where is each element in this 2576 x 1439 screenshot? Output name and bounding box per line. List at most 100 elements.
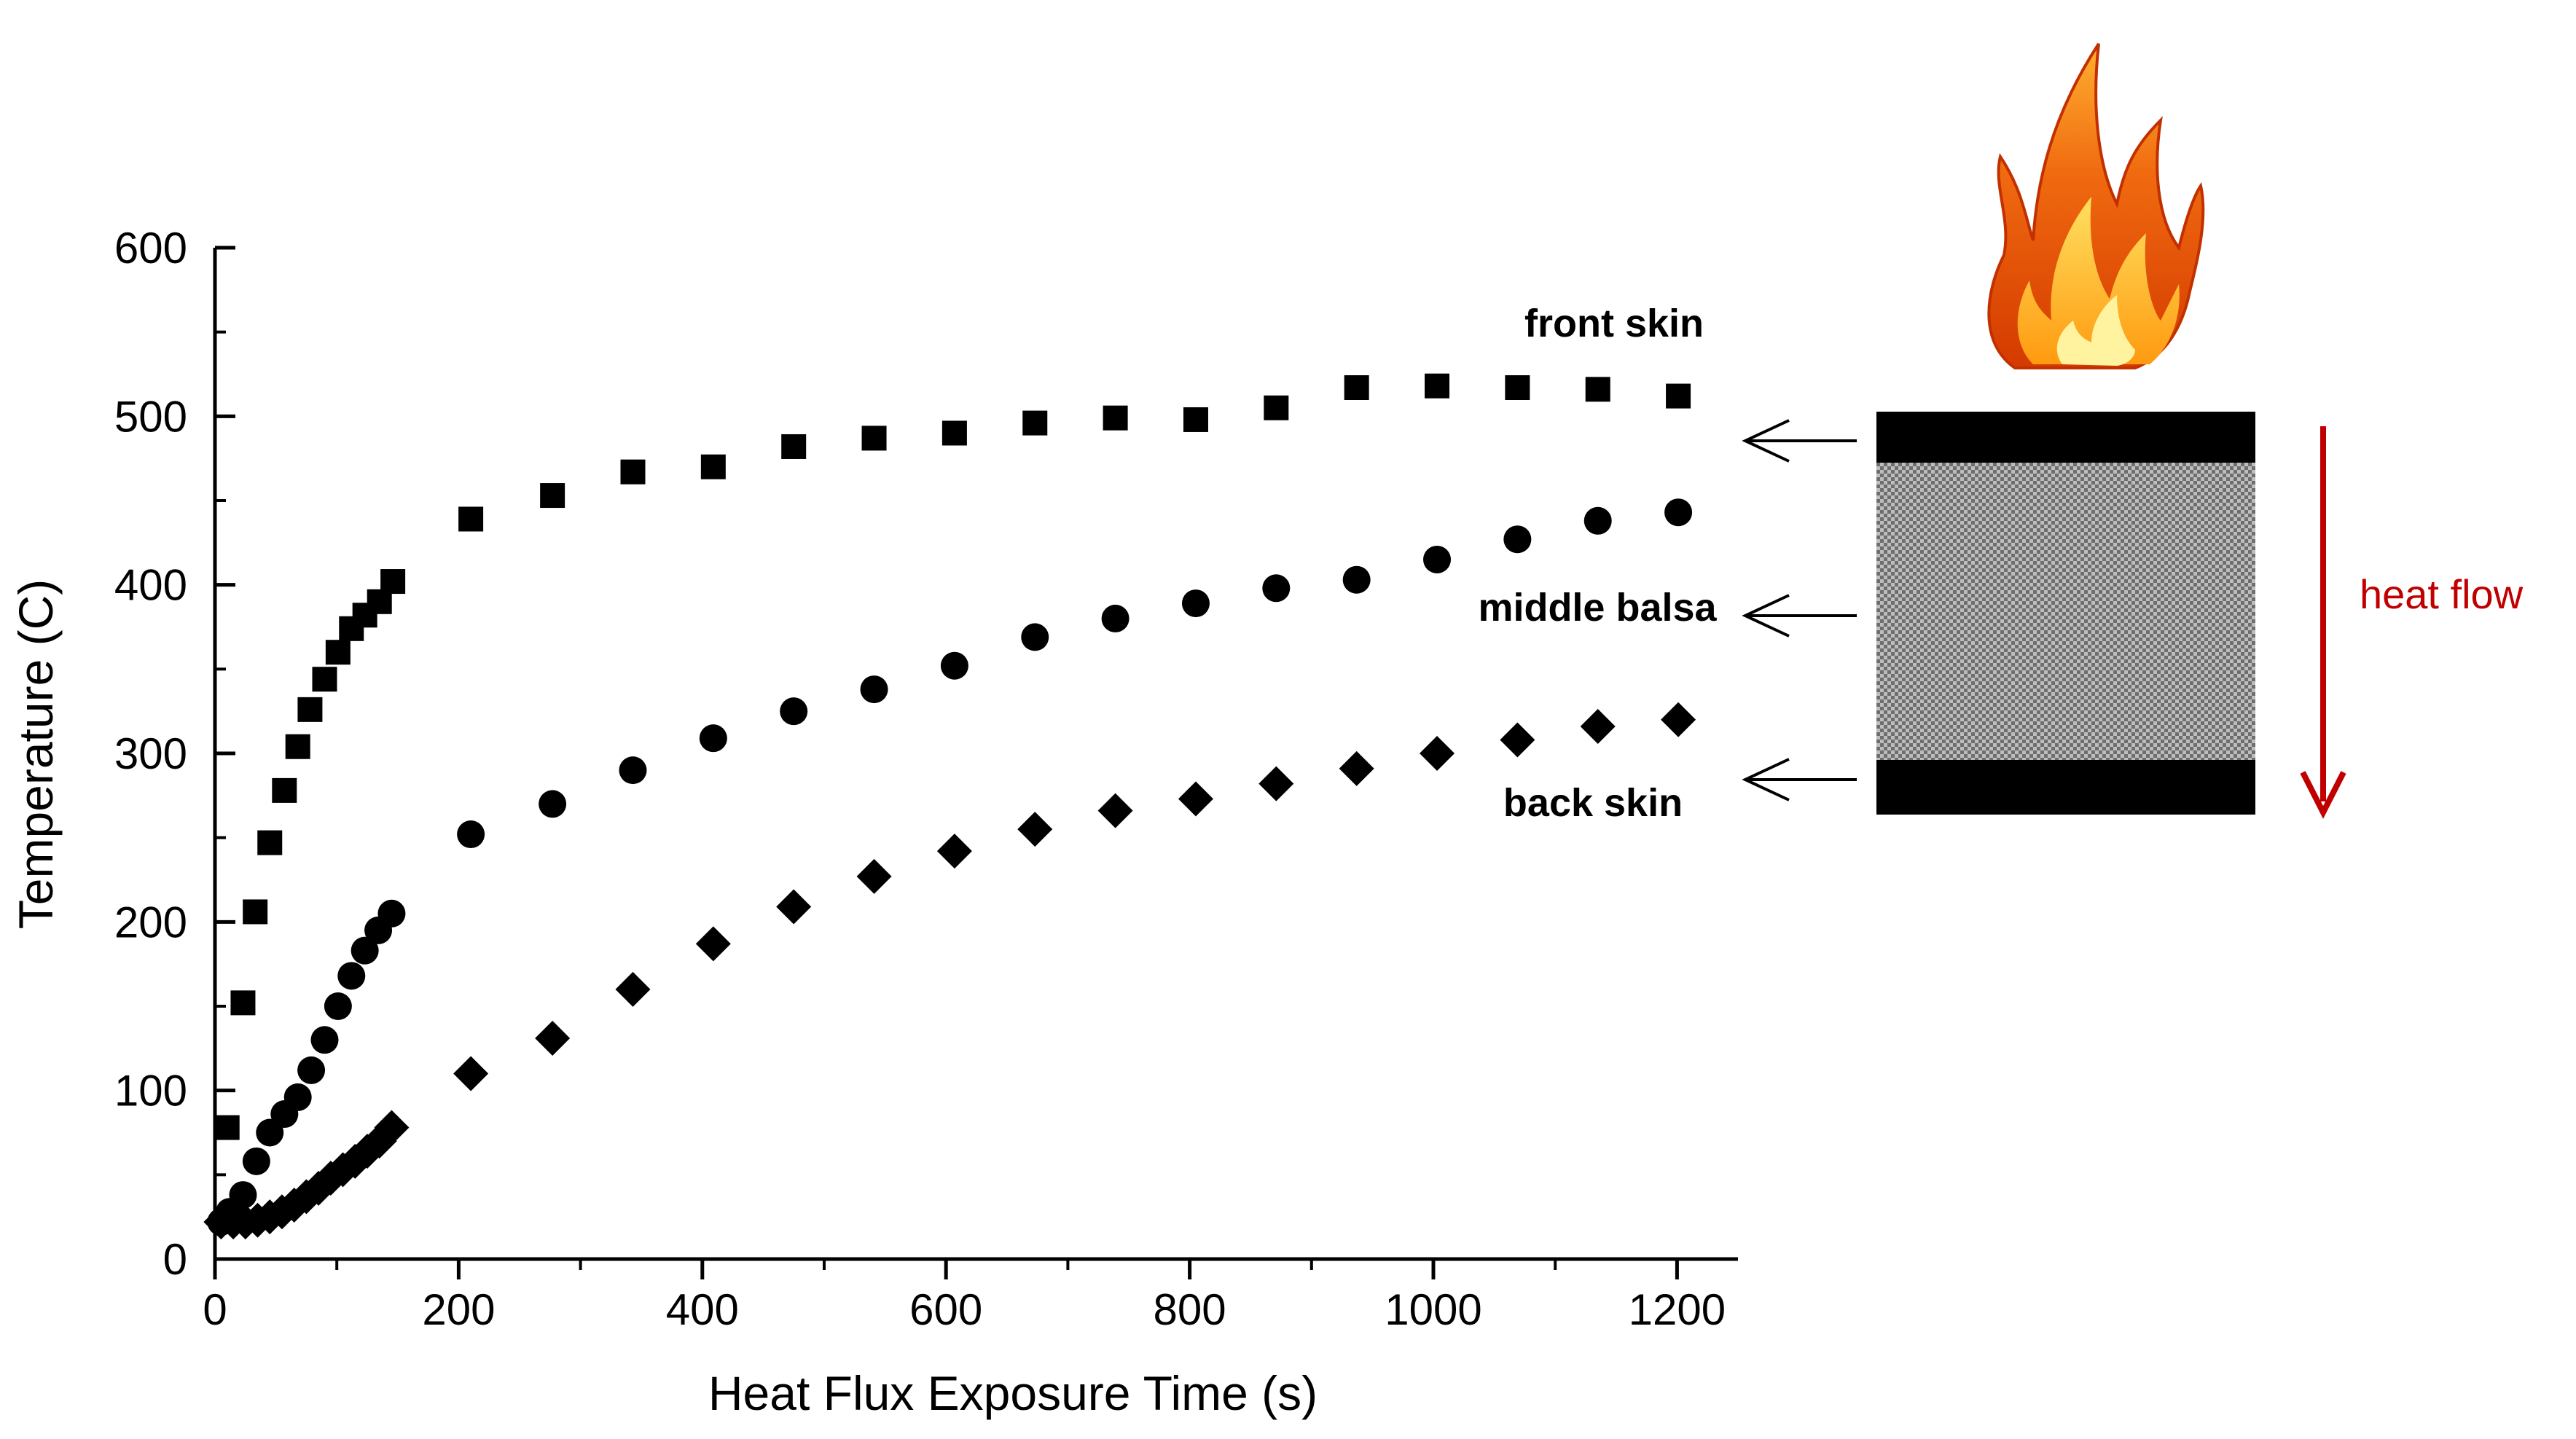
middle-balsa-point — [1101, 604, 1130, 632]
front-skin-point — [620, 459, 646, 485]
back-skin-point — [535, 1020, 571, 1056]
middle-balsa-point — [377, 899, 406, 928]
front-skin-point — [243, 899, 268, 925]
middle-balsa-point — [1583, 506, 1612, 535]
arrow-left-icon — [1742, 419, 1857, 463]
y-axis-label: Temperature (C) — [9, 579, 63, 929]
middle-balsa-point — [337, 962, 366, 990]
y-tick-label: 0 — [163, 1235, 187, 1284]
y-tick-label: 200 — [114, 898, 187, 946]
arrow-down-icon — [2300, 426, 2346, 819]
middle-balsa-point — [457, 820, 485, 849]
x-tick-label: 1000 — [1385, 1285, 1481, 1334]
x-tick-label: 600 — [909, 1285, 982, 1334]
x-tick-label: 400 — [666, 1285, 739, 1334]
front-skin-point — [1264, 395, 1289, 420]
middle-balsa-point — [229, 1181, 257, 1209]
back-skin-point — [695, 926, 731, 962]
middle-balsa-point — [297, 1056, 326, 1084]
middle-balsa-point — [256, 1118, 284, 1147]
front-skin-point — [700, 454, 726, 479]
back-skin-point — [453, 1056, 489, 1091]
balsa-core-layer — [1876, 463, 2255, 760]
y-tick-label: 400 — [114, 561, 187, 610]
front-skin-point — [1344, 375, 1369, 401]
front-skin-point — [458, 506, 484, 532]
front-skin-point — [1022, 410, 1048, 436]
middle-balsa-point — [283, 1083, 312, 1111]
front-skin-point — [1183, 407, 1208, 432]
front-skin-point — [1103, 405, 1128, 431]
back-skin-point — [856, 858, 892, 894]
middle-balsa-point — [1503, 525, 1532, 554]
middle-balsa-point — [619, 756, 647, 785]
front-skin-point — [1505, 375, 1530, 401]
x-tick-label: 800 — [1154, 1285, 1226, 1334]
y-tick-label: 500 — [114, 392, 187, 441]
front-skin-point — [861, 426, 887, 451]
back-skin-point — [1097, 793, 1133, 828]
back-skin-point — [374, 1110, 410, 1145]
middle-balsa-point — [1423, 545, 1452, 573]
middle-balsa-point — [860, 675, 888, 704]
sandwich-panel — [1876, 412, 2255, 815]
x-axis-label: Heat Flux Exposure Time (s) — [708, 1366, 1318, 1420]
middle-balsa-point — [242, 1147, 270, 1175]
front-skin-point — [540, 483, 565, 509]
x-tick-label: 200 — [422, 1285, 495, 1334]
front-skin-point — [257, 830, 283, 855]
label-back-skin: back skin — [1503, 781, 1683, 825]
middle-balsa-point — [324, 992, 352, 1020]
middle-balsa-point — [1181, 589, 1210, 618]
back-skin-point — [936, 834, 972, 869]
back-skin-point — [1017, 812, 1053, 847]
y-ticks: 0 100 200 300 400 500 600 — [114, 224, 235, 1284]
front-skin-point — [272, 777, 297, 803]
front-skin-point — [312, 667, 337, 692]
front-skin-point — [1425, 373, 1450, 399]
front-skin-layer — [1876, 412, 2255, 463]
data-markers — [203, 373, 1696, 1240]
middle-balsa-point — [1664, 498, 1693, 527]
back-skin-layer — [1876, 760, 2255, 815]
front-skin-point — [781, 434, 807, 459]
label-front-skin: front skin — [1524, 302, 1704, 345]
front-skin-point — [285, 734, 310, 759]
middle-balsa-point — [351, 936, 379, 965]
front-skin-point — [380, 569, 406, 595]
front-skin-point — [1666, 383, 1691, 409]
back-skin-point — [1580, 708, 1616, 744]
middle-balsa-point — [310, 1026, 339, 1054]
front-skin-point — [941, 420, 967, 446]
middle-balsa-point — [1021, 623, 1049, 651]
arrow-left-icon — [1742, 594, 1857, 638]
middle-balsa-point — [539, 790, 567, 818]
middle-balsa-point — [1342, 565, 1371, 594]
flame-icon — [1987, 42, 2205, 369]
back-skin-point — [1258, 766, 1294, 801]
x-tick-label: 1200 — [1629, 1285, 1726, 1334]
back-skin-point — [1661, 702, 1696, 737]
arrow-left-icon — [1742, 758, 1857, 801]
back-skin-point — [1339, 750, 1374, 786]
back-skin-point — [776, 889, 812, 925]
x-ticks: 0 200 400 600 800 1000 1200 — [203, 1259, 1726, 1334]
front-skin-point — [325, 640, 351, 665]
middle-balsa-point — [1262, 574, 1291, 603]
back-skin-point — [1178, 781, 1213, 817]
back-skin-point — [1420, 736, 1455, 771]
front-skin-point — [214, 1115, 240, 1140]
x-tick-label: 0 — [203, 1285, 227, 1334]
y-tick-label: 300 — [114, 729, 187, 778]
back-skin-point — [615, 971, 651, 1007]
front-skin-point — [1585, 377, 1610, 402]
label-middle-balsa: middle balsa — [1478, 586, 1717, 630]
middle-balsa-point — [780, 697, 808, 726]
y-tick-label: 100 — [114, 1067, 187, 1115]
middle-balsa-point — [940, 651, 968, 680]
heat-flow-label: heat flow — [2360, 571, 2524, 617]
back-skin-point — [1500, 722, 1535, 758]
y-tick-label: 600 — [114, 224, 187, 272]
plot-area: 0 200 400 600 800 1000 1200 0 100 200 300 400 500 60… — [9, 224, 1738, 1420]
